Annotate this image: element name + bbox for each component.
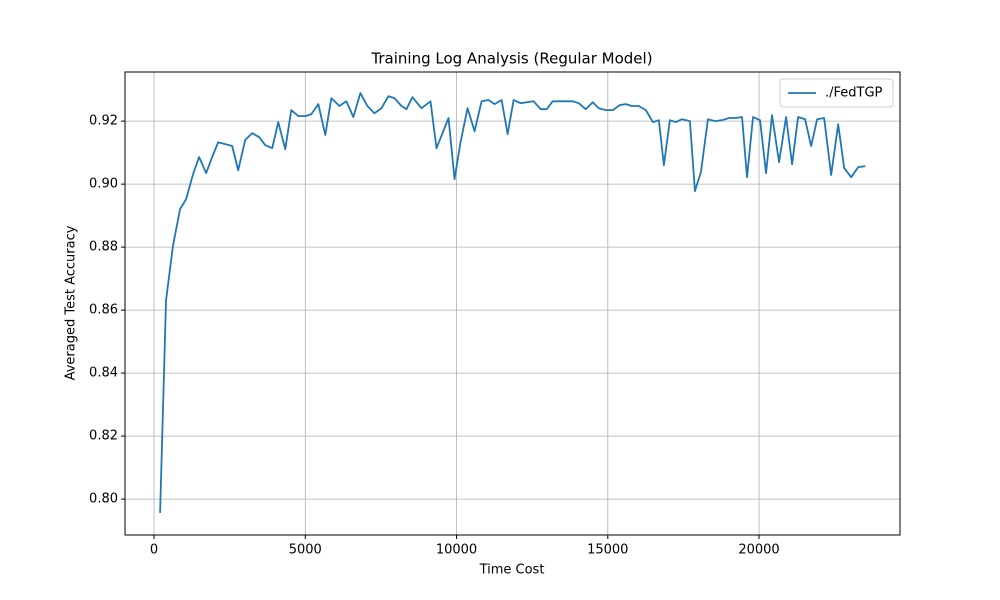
legend-box [779, 78, 894, 108]
x-tick-label: 10000 [436, 543, 477, 558]
x-tick-label: 15000 [587, 543, 628, 558]
y-tick-label: 0.82 [89, 429, 118, 444]
y-tick-label: 0.90 [89, 177, 118, 192]
y-tick-label: 0.80 [89, 492, 118, 507]
y-tick-label: 0.84 [89, 366, 118, 381]
x-tick-label: 5000 [289, 543, 322, 558]
data-line [159, 92, 866, 513]
y-tick-label: 0.92 [89, 114, 118, 129]
chart-title: Training Log Analysis (Regular Model) [370, 50, 652, 68]
y-tick-label: 0.86 [89, 303, 118, 318]
x-tick-label: 0 [150, 543, 158, 558]
y-tick-label: 0.88 [89, 240, 118, 255]
x-tick-label: 20000 [738, 543, 779, 558]
axes-frame [124, 71, 901, 536]
y-axis-label: Averaged Test Accuracy [64, 225, 79, 380]
x-axis-label: Time Cost [479, 563, 545, 578]
legend-label: ./FedTGP [825, 86, 883, 101]
